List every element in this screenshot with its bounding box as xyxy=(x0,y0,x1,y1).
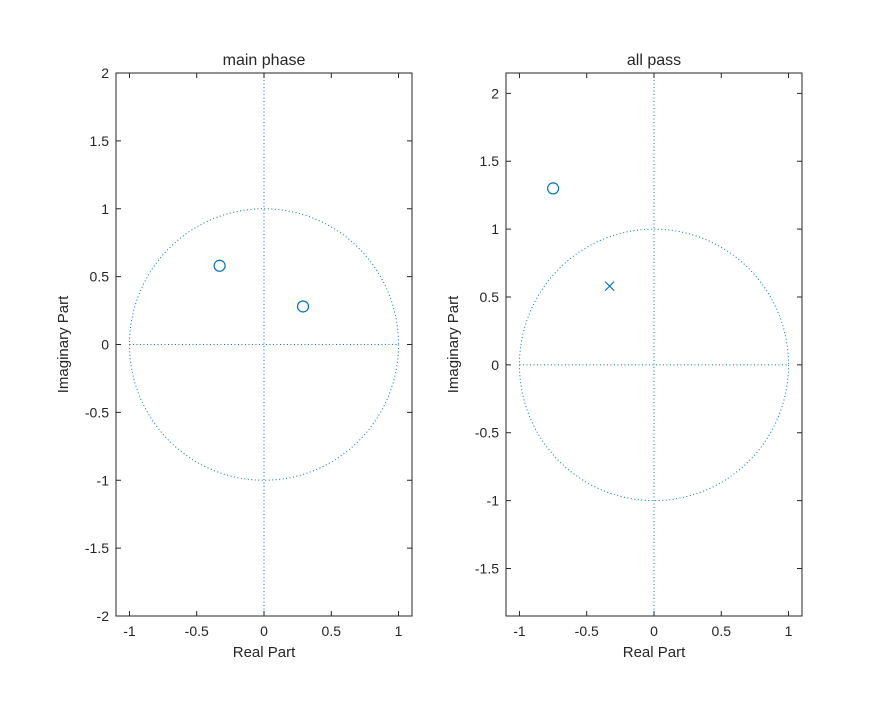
y-tick-label: -0.5 xyxy=(85,404,109,420)
y-axis-label: Imaginary Part xyxy=(55,295,72,393)
y-tick-label: 0.5 xyxy=(90,269,110,285)
y-tick-label: 2 xyxy=(101,65,109,81)
x-axis-label: Real Part xyxy=(623,644,686,661)
y-tick-label: 1 xyxy=(101,201,109,217)
y-tick-label: -0.5 xyxy=(475,425,499,441)
y-tick-label: -2 xyxy=(97,608,110,624)
x-tick-label: 0.5 xyxy=(322,623,342,639)
y-tick-label: 0 xyxy=(101,337,109,353)
x-axis-label: Real Part xyxy=(233,644,296,661)
x-tick-label: 0 xyxy=(260,623,268,639)
zero-marker xyxy=(213,259,226,272)
zero-marker xyxy=(546,182,560,195)
pole-marker xyxy=(604,281,615,292)
y-tick-label: -1 xyxy=(487,493,500,509)
chart-title: main phase xyxy=(223,52,306,69)
x-tick-label: -0.5 xyxy=(185,623,209,639)
y-tick-label: -1.5 xyxy=(475,560,499,576)
zero-marker xyxy=(296,300,310,313)
x-tick-label: 0 xyxy=(650,623,658,639)
y-tick-label: 2 xyxy=(491,85,499,101)
chart-title: all pass xyxy=(627,52,681,69)
y-tick-label: 1.5 xyxy=(480,153,500,169)
x-tick-label: -1 xyxy=(513,623,526,639)
x-tick-label: 1 xyxy=(785,623,793,639)
y-axis-label: Imaginary Part xyxy=(445,295,462,393)
x-tick-label: 0.5 xyxy=(712,623,732,639)
y-tick-label: -1.5 xyxy=(85,540,109,556)
main-phase-plot: -1 -0.5 0 0.5 1 -2 -1.5 -1 -0.5 0 0.5 1 1.5 2 main pha… xyxy=(55,52,413,661)
y-tick-label: -1 xyxy=(97,472,110,488)
y-tick-label: 0.5 xyxy=(480,289,500,305)
y-tick-label: 1.5 xyxy=(90,133,110,149)
all-pass-plot: -1 -0.5 0 0.5 1 -1.5 -1 -0.5 0 0.5 1 1.5 2 all pass Re… xyxy=(445,52,803,661)
x-tick-label: 1 xyxy=(395,623,403,639)
y-tick-label: 1 xyxy=(491,221,499,237)
x-tick-label: -1 xyxy=(123,623,136,639)
y-tick-label: 0 xyxy=(491,357,499,373)
x-tick-label: -0.5 xyxy=(575,623,599,639)
